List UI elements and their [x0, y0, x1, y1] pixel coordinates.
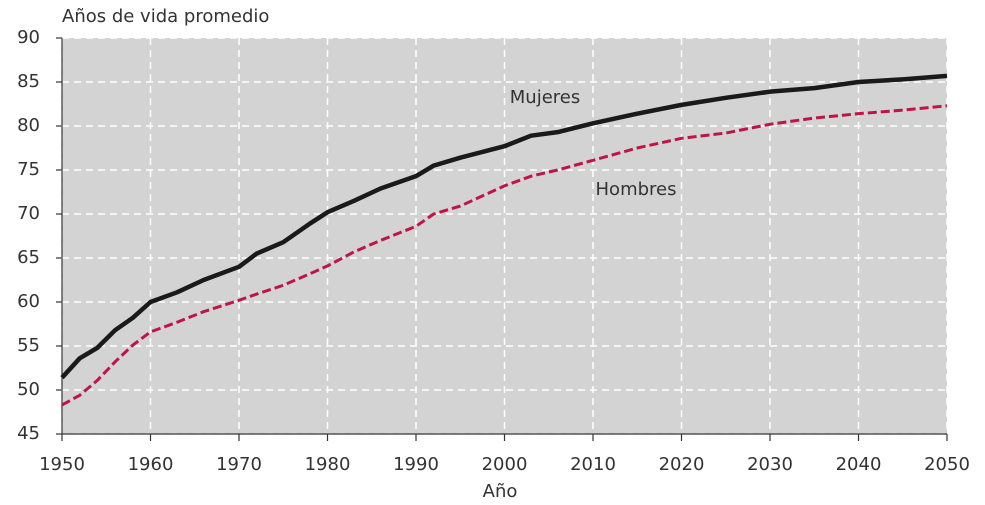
y-tick-label: 50 [17, 379, 40, 400]
y-tick-label: 75 [17, 159, 40, 180]
x-tick-label: 2020 [659, 454, 705, 475]
y-tick-label: 55 [17, 335, 40, 356]
x-tick-label: 2050 [924, 454, 970, 475]
x-tick-label: 2040 [836, 454, 882, 475]
x-tick-label: 1960 [128, 454, 174, 475]
y-tick-label: 80 [17, 115, 40, 136]
y-tick-label: 45 [17, 423, 40, 444]
y-tick-label: 90 [17, 27, 40, 48]
x-tick-label: 2000 [482, 454, 528, 475]
x-tick-label: 1980 [305, 454, 351, 475]
series-line [60, 73, 948, 380]
x-tick-label: 2030 [747, 454, 793, 475]
y-axis-label: Años de vida promedio [62, 6, 269, 27]
series-line [61, 104, 948, 407]
series-label: Hombres [596, 179, 677, 200]
y-tick-label: 70 [17, 203, 40, 224]
x-tick-label: 1990 [393, 454, 439, 475]
y-tick-label: 85 [17, 71, 40, 92]
x-tick-label: 2010 [570, 454, 616, 475]
x-tick-label: 1970 [216, 454, 262, 475]
y-tick-label: 65 [17, 247, 40, 268]
x-tick-label: 1950 [39, 454, 85, 475]
x-axis-label: Año [483, 481, 518, 502]
y-tick-label: 60 [17, 291, 40, 312]
series-label: Mujeres [510, 87, 580, 108]
